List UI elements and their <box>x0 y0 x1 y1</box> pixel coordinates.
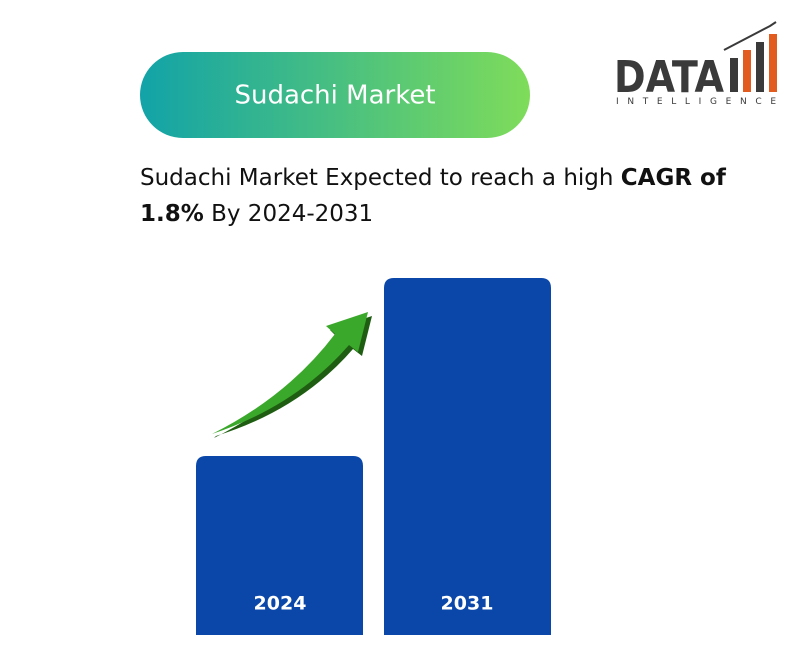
headline-highlight: CAGR of 1.8% <box>140 165 726 227</box>
headline: Sudachi Market Expected to reach a high … <box>140 160 740 232</box>
bar <box>384 278 551 635</box>
headline-lead: Sudachi Market Expected to reach a high <box>140 165 621 191</box>
title: Sudachi Market <box>234 81 435 111</box>
logo-word: DATA <box>614 52 724 103</box>
bar-label: 2031 <box>441 593 494 615</box>
growth-arrow <box>212 312 372 438</box>
bar <box>196 456 363 635</box>
title-pill <box>140 52 530 138</box>
logo-bars <box>723 21 777 92</box>
bar-label: 2024 <box>254 593 307 615</box>
headline-tail: By 2024-2031 <box>203 201 374 227</box>
